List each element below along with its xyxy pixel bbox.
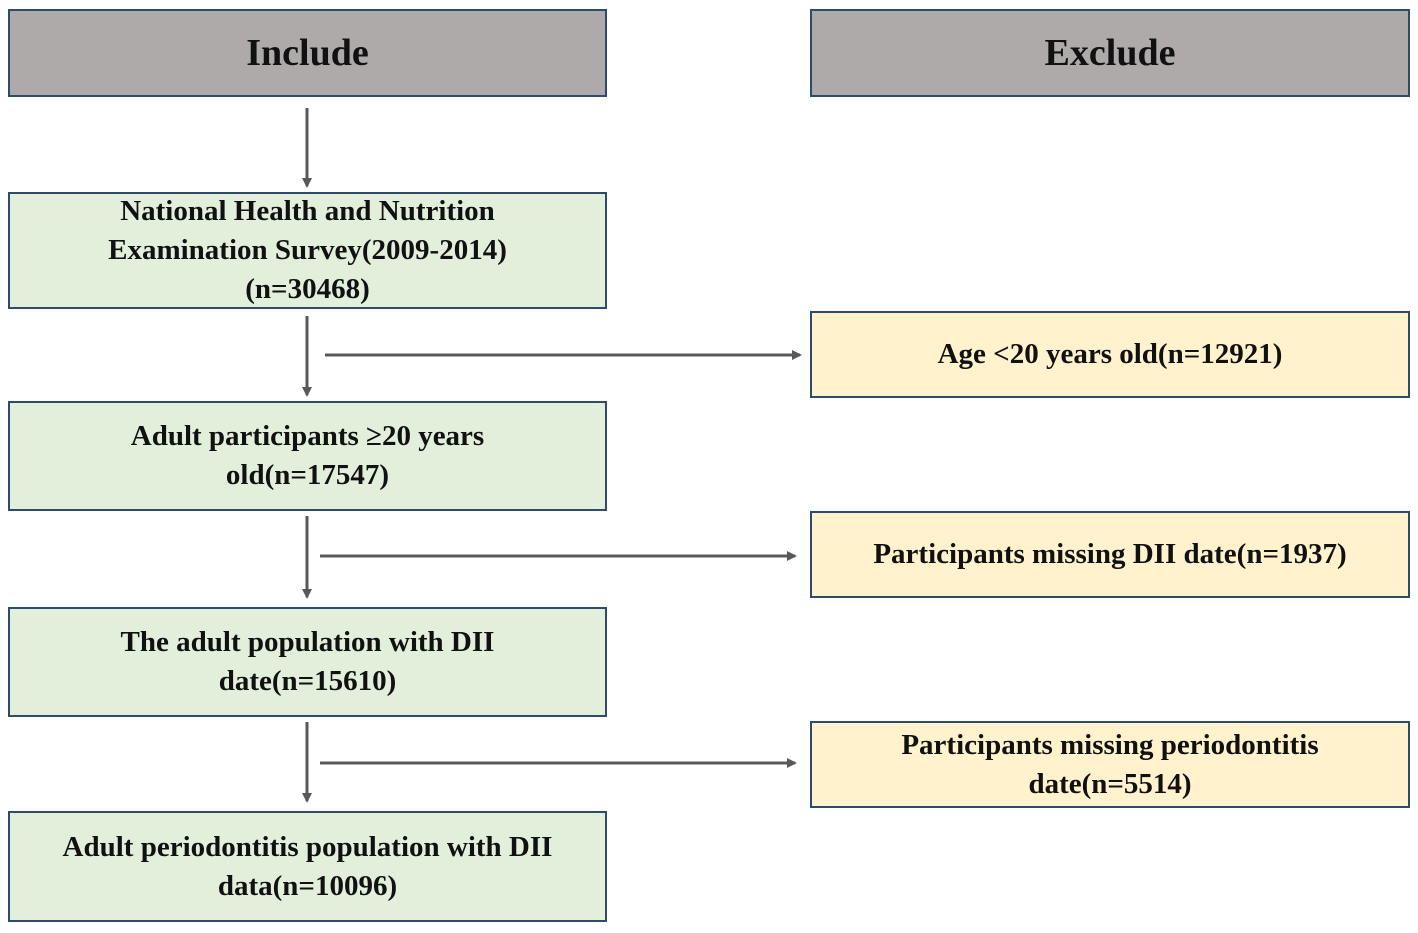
include-step-1: National Health and Nutrition Examinatio…	[8, 192, 607, 309]
include-step-1-line-1: National Health and Nutrition	[120, 195, 495, 227]
exclude-step-2: Participants missing DII date(n=1937)	[810, 511, 1410, 598]
exclude-step-3-text: Participants missing periodontitis date(…	[901, 726, 1318, 804]
exclude-header: Exclude	[810, 9, 1410, 97]
include-header-label: Include	[246, 32, 369, 74]
include-step-4-line-1: Adult periodontitis population with DII	[62, 830, 553, 863]
exclude-step-2-text: Participants missing DII date(n=1937)	[873, 535, 1346, 574]
include-step-3-line-2: date(n=15610)	[218, 665, 397, 697]
exclude-step-1: Age <20 years old(n=12921)	[810, 311, 1410, 398]
include-step-3-text: The adult population with DII date(n=156…	[121, 623, 495, 701]
include-step-4: Adult periodontitis population with DII …	[8, 811, 607, 922]
include-step-3: The adult population with DII date(n=156…	[8, 607, 607, 717]
exclude-step-2-line-1: Participants missing DII date(n=1937)	[873, 538, 1347, 570]
exclude-step-3-line-2: date(n=5514)	[1028, 767, 1192, 800]
include-step-2-line-1: Adult participants ≥20 years	[130, 420, 485, 452]
include-header: Include	[8, 9, 607, 97]
include-step-2-line-2: old(n=17547)	[225, 459, 390, 491]
exclude-step-3-line-1: Participants missing periodontitis	[901, 728, 1319, 761]
exclude-header-label: Exclude	[1044, 32, 1176, 74]
include-step-1-text: National Health and Nutrition Examinatio…	[108, 192, 507, 309]
include-step-4-line-2: data(n=10096)	[217, 869, 398, 902]
exclude-step-1-text: Age <20 years old(n=12921)	[938, 335, 1283, 374]
include-step-2-text: Adult participants ≥20 years old(n=17547…	[131, 417, 484, 495]
include-step-4-text: Adult periodontitis population with DII …	[63, 828, 553, 906]
include-step-1-line-2: Examination Survey(2009-2014)	[108, 234, 507, 266]
exclude-step-3: Participants missing periodontitis date(…	[810, 721, 1410, 808]
include-step-1-line-3: (n=30468)	[245, 273, 370, 305]
include-step-3-line-1: The adult population with DII	[120, 626, 495, 658]
include-step-2: Adult participants ≥20 years old(n=17547…	[8, 401, 607, 511]
exclude-step-1-line-1: Age <20 years old(n=12921)	[937, 338, 1283, 370]
